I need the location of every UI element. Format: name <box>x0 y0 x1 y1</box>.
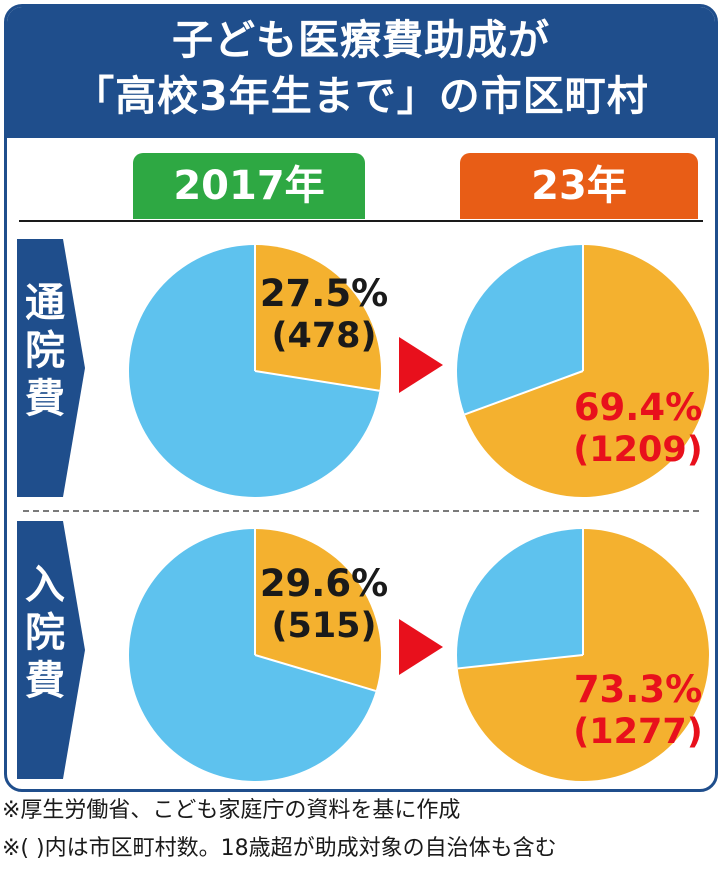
title-band: 子ども医療費助成が 「高校3年生まで」の市区町村 <box>7 7 715 138</box>
pie-slice-other <box>457 245 583 415</box>
data-label-outpatient-2017: 27.5% (478) <box>259 273 389 357</box>
data-label-inpatient-2023: 73.3% (1277) <box>563 669 713 753</box>
data-label-outpatient-2023: 69.4% (1209) <box>563 387 713 471</box>
pie-slice-border <box>254 370 380 392</box>
title-line-1: 子ども医療費助成が <box>172 16 550 64</box>
percent-label: 73.3% <box>573 668 703 711</box>
percent-label: 29.6% <box>259 562 389 605</box>
pie-slice-other <box>457 529 583 669</box>
count-label: (515) <box>271 606 377 646</box>
year-tab-2017: 2017年 <box>133 153 365 219</box>
row-divider <box>23 510 699 512</box>
pie-slice-high-school <box>255 245 381 391</box>
row-label-char: 入 <box>25 562 65 608</box>
pie-chart-outpatient-2023 <box>457 245 709 497</box>
source-note: ※厚生労働省、こども家庭庁の資料を基に作成 <box>2 798 461 823</box>
year-tab-2023: 23年 <box>460 153 698 219</box>
count-label: (1209) <box>573 430 703 470</box>
header-rule <box>19 220 703 222</box>
percent-label: 27.5% <box>259 272 389 315</box>
pie-slice-high-school <box>464 245 709 497</box>
row-label-outpatient: 通院費 <box>17 239 85 497</box>
infographic-frame: 子ども医療費助成が 「高校3年生まで」の市区町村 2017年 23年 通院費 入… <box>4 4 718 792</box>
data-label-inpatient-2017: 29.6% (515) <box>259 563 389 647</box>
row-label-char: 院 <box>25 610 65 656</box>
pie-slice-border <box>464 370 584 416</box>
count-label: (1277) <box>573 712 703 752</box>
row-label-char: 院 <box>25 328 65 374</box>
chevron-arrow-icon <box>17 239 85 497</box>
row-label-char: 費 <box>25 376 65 422</box>
chevron-arrow-icon <box>17 521 85 779</box>
row-label-inpatient-text: 入院費 <box>17 521 73 705</box>
row-label-char: 通 <box>25 280 65 326</box>
arrow-right-icon <box>399 337 443 393</box>
row-label-inpatient: 入院費 <box>17 521 85 779</box>
percent-label: 69.4% <box>573 386 703 429</box>
pie-slice-border <box>254 654 377 692</box>
pie-slice-high-school <box>255 529 382 691</box>
pie-chart-outpatient-2017 <box>129 245 381 497</box>
pie-chart-inpatient-2023 <box>457 529 709 781</box>
row-label-char: 費 <box>25 658 65 704</box>
count-label: (478) <box>271 316 377 356</box>
pie-slice-border <box>457 654 584 670</box>
row-label-outpatient-text: 通院費 <box>17 239 73 423</box>
pie-chart-inpatient-2017 <box>129 529 382 781</box>
arrow-right-icon <box>399 619 443 675</box>
title-line-2: 「高校3年生まで」の市区町村 <box>73 72 649 120</box>
pie-slice-other <box>129 529 376 781</box>
footnote: ※( )内は市区町村数。18歳超が助成対象の自治体も含む <box>2 836 557 861</box>
